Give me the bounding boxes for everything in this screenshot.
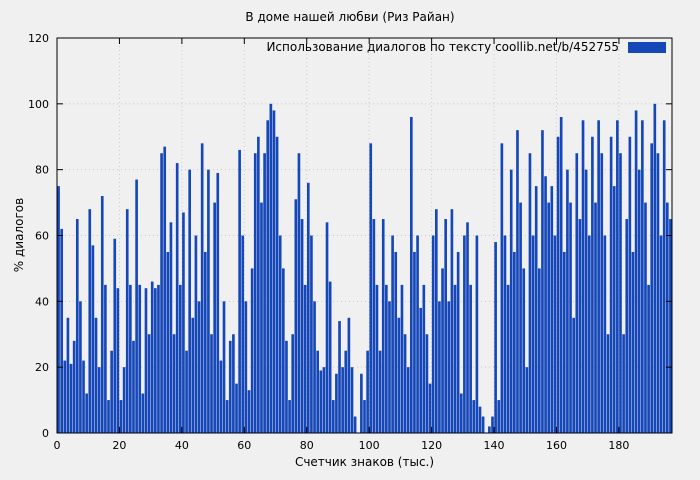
svg-text:0: 0 [42, 427, 49, 440]
svg-text:100: 100 [359, 439, 380, 452]
svg-text:100: 100 [28, 98, 49, 111]
svg-text:20: 20 [112, 439, 126, 452]
svg-text:120: 120 [421, 439, 442, 452]
svg-text:40: 40 [35, 295, 49, 308]
svg-text:60: 60 [35, 230, 49, 243]
x-axis-label: Счетчик знаков (тыс.) [294, 455, 435, 469]
svg-text:20: 20 [35, 361, 49, 374]
svg-text:0: 0 [54, 439, 61, 452]
svg-text:40: 40 [175, 439, 189, 452]
svg-text:160: 160 [546, 439, 567, 452]
chart-title: В доме нашей любви (Риз Райан) [245, 10, 455, 24]
svg-text:80: 80 [35, 164, 49, 177]
y-axis-label: % диалогов [12, 197, 26, 273]
svg-text:120: 120 [28, 32, 49, 45]
svg-text:60: 60 [237, 439, 251, 452]
legend-label: Использование диалогов по тексту coollib… [266, 40, 619, 54]
svg-text:180: 180 [608, 439, 629, 452]
svg-text:80: 80 [300, 439, 314, 452]
legend-swatch [628, 41, 666, 53]
svg-text:140: 140 [484, 439, 505, 452]
legend: Использование диалогов по тексту coollib… [266, 40, 666, 54]
